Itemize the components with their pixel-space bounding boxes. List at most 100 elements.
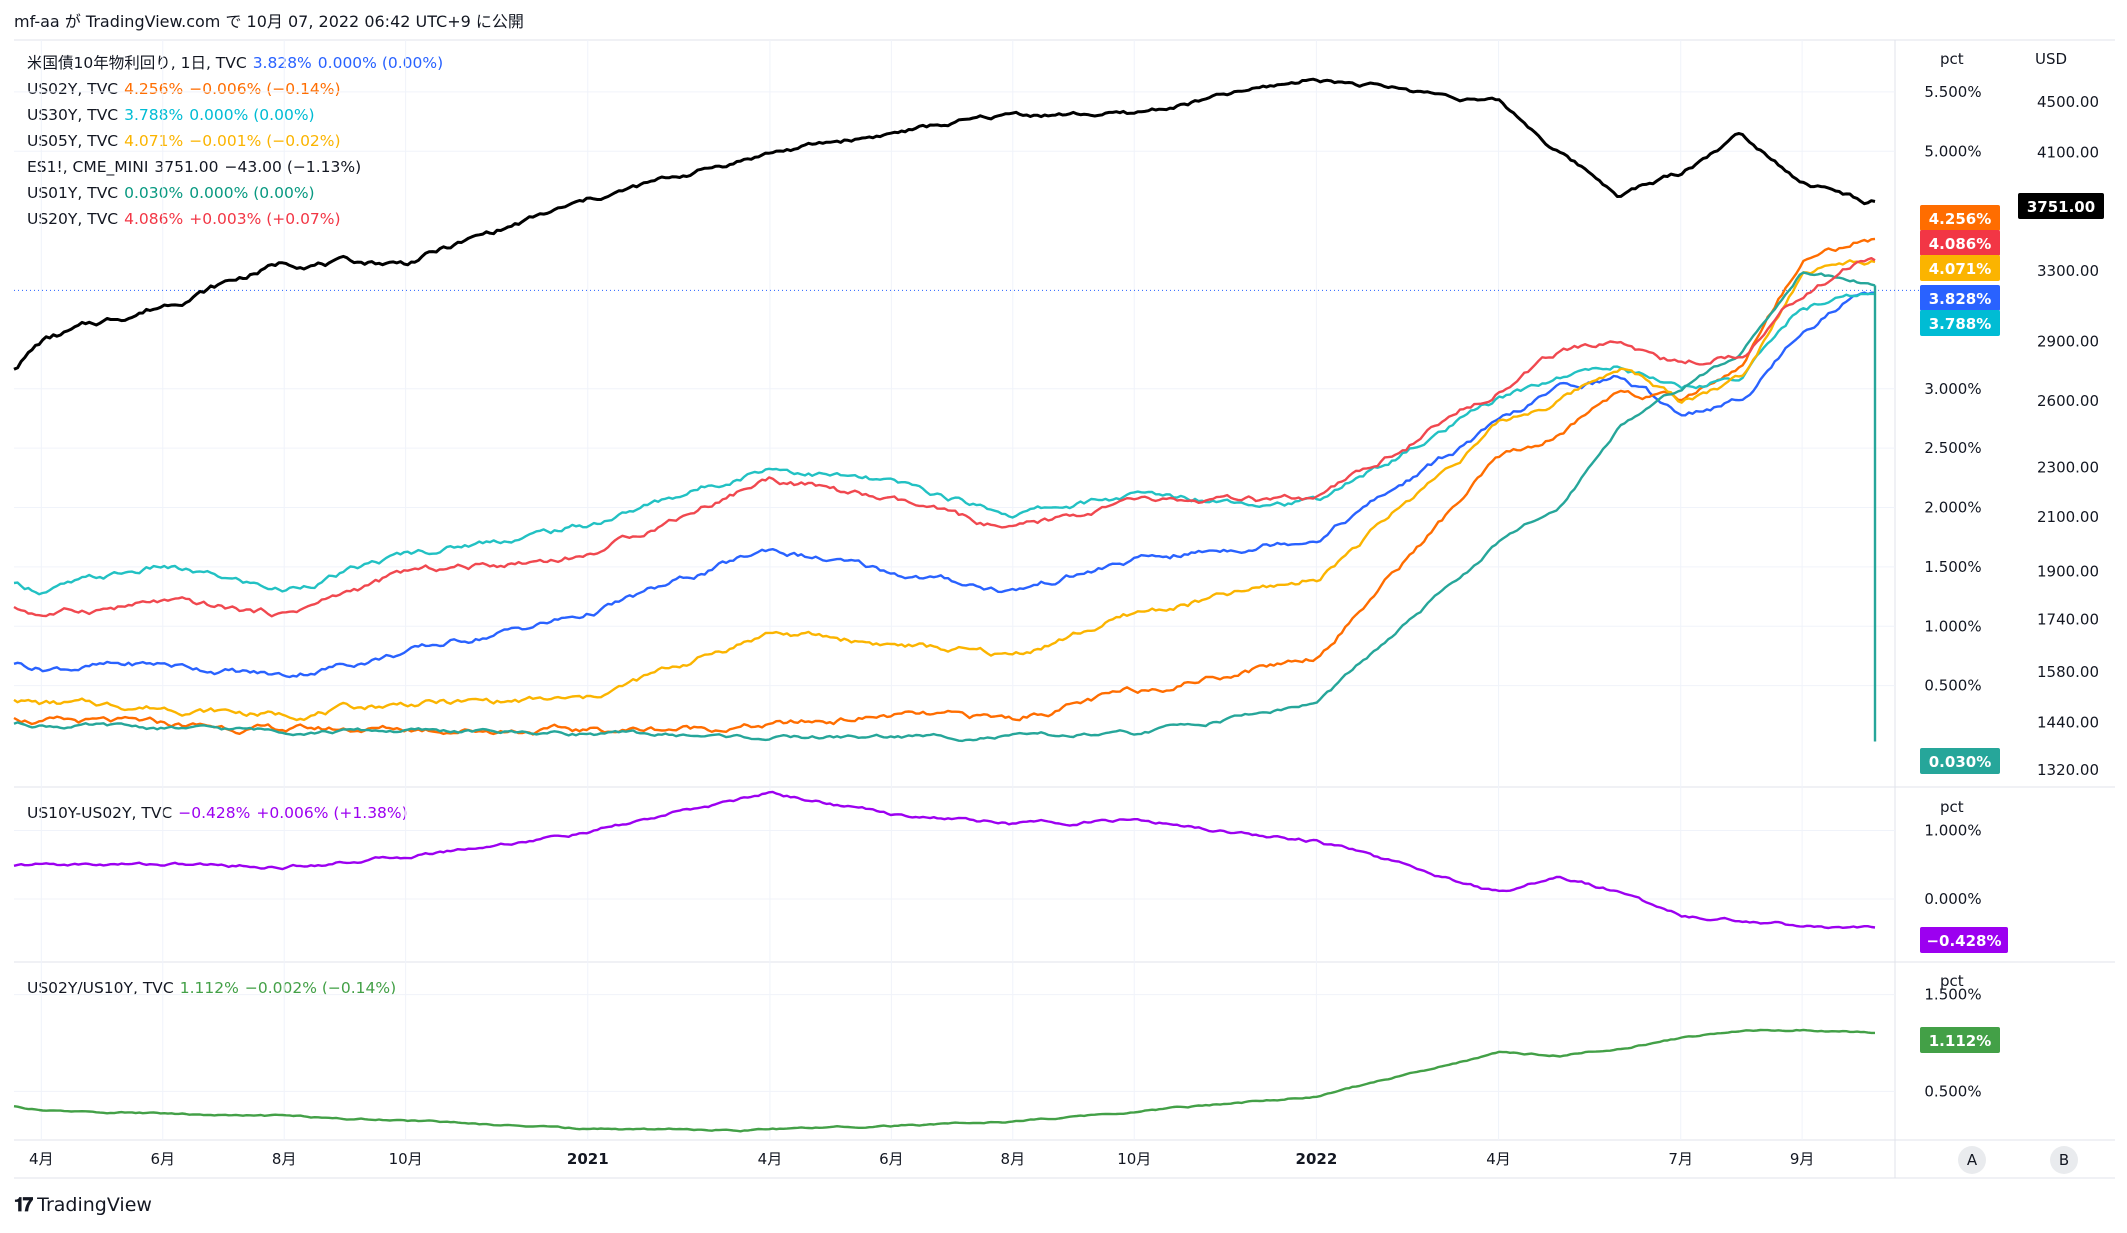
price-tag-es1-bg	[2018, 193, 2104, 219]
legend-series-change: −0.002% (−0.14%)	[244, 979, 397, 997]
price-tag-spread-bg	[1920, 927, 2008, 953]
spread-tick-label: 0.000%	[1924, 890, 1981, 908]
price-tag-us01y-bg	[1920, 748, 2000, 774]
price-tag-us20y-bg	[1920, 230, 2000, 256]
legend-series-name: 米国債10年物利回り, 1日, TVC	[27, 54, 247, 72]
pct-tick-label: 0.500%	[1924, 677, 1981, 695]
usd-tick-label: 1740.00	[2037, 611, 2099, 629]
price-tag-us20y: 4.086%	[1929, 235, 1991, 253]
x-tick-label: 7月	[1668, 1150, 1693, 1168]
main-legend: 米国債10年物利回り, 1日, TVC 3.828% 0.000% (0.00%) U…	[27, 50, 449, 232]
spread-legend: US10Y-US02Y, TVC −0.428% +0.006% (+1.38%)	[27, 800, 414, 826]
x-tick-label: 10月	[1117, 1150, 1151, 1168]
legend-series-name: US20Y, TVC	[27, 210, 119, 228]
series-line-4	[13, 259, 1876, 722]
legend-row-4: ES1!, CME_MINI 3751.00 −43.00 (−1.13%)	[27, 154, 449, 180]
legend-series-value: 1.112%	[179, 979, 239, 997]
ratio-tick-label: 0.500%	[1924, 1082, 1981, 1100]
legend-row-6: US20Y, TVC 4.086% +0.003% (+0.07%)	[27, 206, 449, 232]
legend-series-value: 4.256%	[124, 80, 184, 98]
price-tag-ratio-bg	[1920, 1027, 2000, 1053]
legend-series-value: 3.788%	[124, 106, 184, 124]
x-tick-label: 6月	[150, 1150, 175, 1168]
ratio-legend: US02Y/US10Y, TVC 1.112% −0.002% (−0.14%)	[27, 975, 402, 1001]
usd-tick-label: 4100.00	[2037, 144, 2099, 162]
pct-unit-label: pct	[1940, 50, 1964, 68]
legend-series-change: 0.000% (0.00%)	[317, 54, 444, 72]
legend-series-change: 0.000% (0.00%)	[189, 106, 315, 124]
series-line-6	[13, 257, 1876, 618]
ratio-unit-label: pct	[1940, 972, 1964, 990]
usd-tick-label: 1580.00	[2037, 663, 2099, 681]
price-tag-us01y: 0.030%	[1929, 753, 1991, 771]
footer-brand[interactable]: 𝟏𝟕 TradingView	[14, 1194, 152, 1216]
price-tag-us05y-bg	[1920, 255, 2000, 281]
x-tick-label: 10月	[389, 1150, 423, 1168]
x-tick-label: 9月	[1790, 1150, 1815, 1168]
series-line-spread	[13, 790, 1876, 930]
spread-tick-label: 1.000%	[1924, 822, 1981, 840]
x-tick-label: 6月	[879, 1150, 904, 1168]
legend-series-change: −43.00 (−1.13%)	[224, 158, 362, 176]
legend-series-name: US02Y, TVC	[27, 80, 119, 98]
series-line-ratio	[13, 1028, 1875, 1133]
series-line-1	[13, 291, 1876, 679]
legend-row-5: US01Y, TVC 0.030% 0.000% (0.00%)	[27, 180, 449, 206]
publish-header: mf-aa が TradingView.com で 10月 07, 2022 0…	[14, 12, 524, 31]
legend-row-ratio: US02Y/US10Y, TVC 1.112% −0.002% (−0.14%)	[27, 975, 402, 1001]
series-line-2	[13, 237, 1876, 736]
scale-b-button[interactable]: B	[2050, 1146, 2078, 1174]
price-tag-us10y-bg	[1920, 285, 2000, 311]
legend-series-name: US30Y, TVC	[27, 106, 119, 124]
legend-row-2: US30Y, TVC 3.788% 0.000% (0.00%)	[27, 102, 449, 128]
legend-series-value: 4.086%	[124, 210, 184, 228]
x-tick-label: 4月	[758, 1150, 783, 1168]
x-tick-label: 8月	[272, 1150, 297, 1168]
legend-series-change: +0.006% (+1.38%)	[256, 804, 408, 822]
legend-series-value: −0.428%	[178, 804, 251, 822]
usd-tick-label: 2600.00	[2037, 392, 2099, 410]
usd-tick-label: 2100.00	[2037, 508, 2099, 526]
price-tag-us30y: 3.788%	[1929, 315, 1991, 333]
price-tag-spread: −0.428%	[1926, 932, 2001, 950]
legend-series-change: 0.000% (0.00%)	[189, 184, 315, 202]
x-tick-label: 2021	[567, 1150, 609, 1168]
legend-series-name: US01Y, TVC	[27, 184, 119, 202]
legend-series-name: US02Y/US10Y, TVC	[27, 979, 174, 997]
usd-tick-label: 3300.00	[2037, 262, 2099, 280]
legend-row-0: 米国債10年物利回り, 1日, TVC 3.828% 0.000% (0.00%)	[27, 50, 449, 76]
legend-series-name: ES1!, CME_MINI	[27, 158, 149, 176]
spread-unit-label: pct	[1940, 798, 1964, 816]
legend-series-change: −0.006% (−0.14%)	[189, 80, 341, 98]
legend-row-1: US02Y, TVC 4.256% −0.006% (−0.14%)	[27, 76, 449, 102]
series-line-3	[13, 292, 1876, 596]
price-tag-es1: 3751.00	[2027, 198, 2095, 216]
pct-tick-label: 3.000%	[1924, 380, 1981, 398]
price-tag-us02y-bg	[1920, 205, 2000, 231]
pct-tick-label: 5.500%	[1924, 83, 1981, 101]
usd-tick-label: 2900.00	[2037, 332, 2099, 350]
legend-series-change: −0.001% (−0.02%)	[189, 132, 341, 150]
legend-series-value: 3751.00	[154, 158, 219, 176]
price-tag-us10y: 3.828%	[1929, 290, 1991, 308]
series-line-es1	[13, 77, 1876, 371]
usd-tick-label: 2300.00	[2037, 459, 2099, 477]
brand-name: TradingView	[37, 1194, 152, 1216]
price-tag-ratio: 1.112%	[1929, 1032, 1991, 1050]
pct-tick-label: 1.500%	[1924, 558, 1981, 576]
usd-tick-label: 1320.00	[2037, 761, 2099, 779]
legend-series-value: 3.828%	[252, 54, 312, 72]
usd-tick-label: 1900.00	[2037, 563, 2099, 581]
usd-tick-label: 4500.00	[2037, 93, 2099, 111]
usd-tick-label: 1440.00	[2037, 714, 2099, 732]
pct-tick-label: 2.000%	[1924, 499, 1981, 517]
tradingview-logo-icon: 𝟏𝟕	[14, 1194, 33, 1216]
legend-row-3: US05Y, TVC 4.071% −0.001% (−0.02%)	[27, 128, 449, 154]
usd-unit-label: USD	[2035, 50, 2068, 68]
ratio-tick-label: 1.500%	[1924, 986, 1981, 1004]
legend-series-name: US10Y-US02Y, TVC	[27, 804, 173, 822]
price-tag-us30y-bg	[1920, 310, 2000, 336]
pct-tick-label: 5.000%	[1924, 142, 1981, 160]
auto-scale-button[interactable]: A	[1958, 1146, 1986, 1174]
